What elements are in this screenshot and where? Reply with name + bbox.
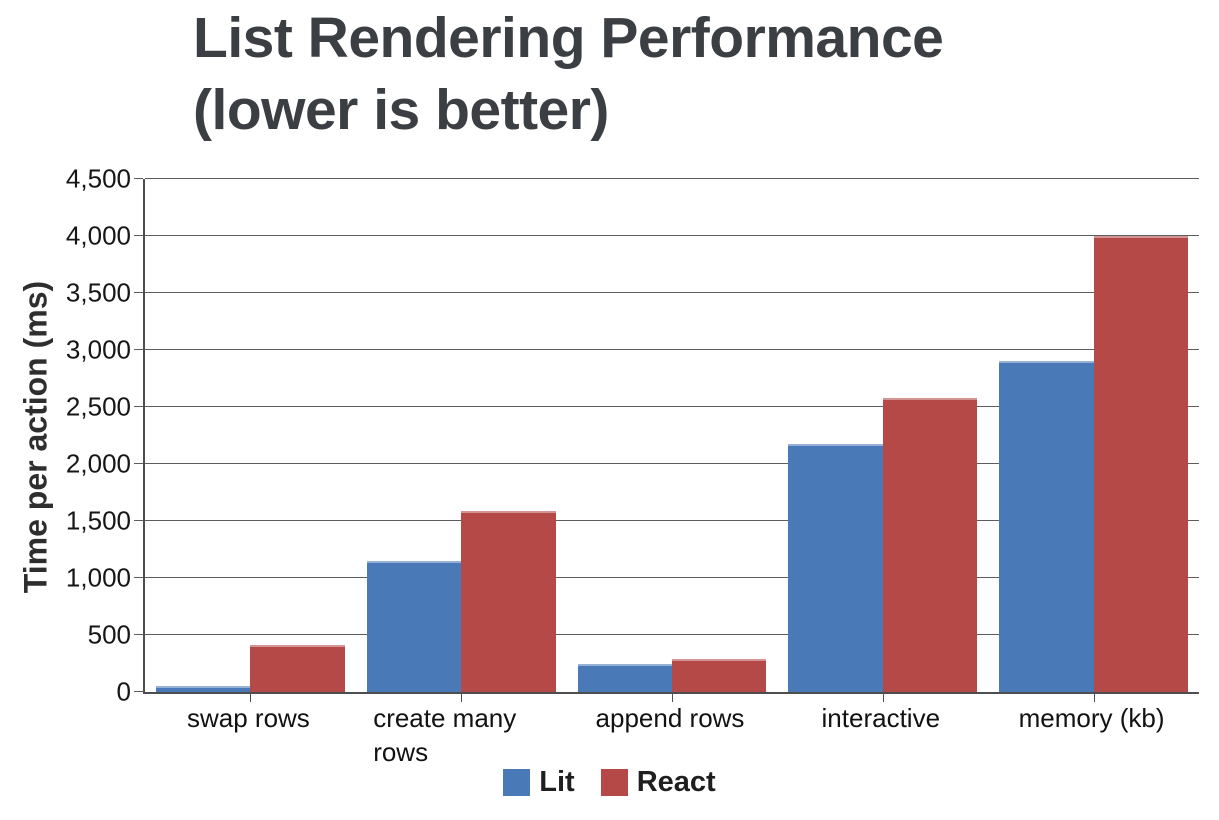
bar-group-create-many-rows	[356, 179, 567, 692]
legend-swatch-react	[600, 769, 628, 796]
plot-area	[134, 178, 1199, 702]
y-tick-label: 500	[87, 619, 131, 650]
legend-swatch-lit	[503, 769, 531, 796]
x-category-cell: append rows	[565, 702, 776, 770]
gridline	[145, 349, 1199, 350]
chart-title-block: List Rendering Performance (lower is bet…	[193, 2, 944, 147]
gridline	[145, 292, 1199, 293]
gridline	[145, 577, 1199, 578]
gridline	[145, 634, 1199, 635]
x-category-cell: memory (kb)	[986, 702, 1197, 770]
y-axis-tick	[134, 691, 143, 692]
gridline	[145, 406, 1199, 407]
x-axis-tick	[672, 694, 673, 702]
x-category-label: swap rows	[186, 703, 310, 733]
x-category-label: create many rows	[373, 703, 517, 767]
bar-group-interactive	[777, 179, 988, 692]
x-axis-tick	[1093, 694, 1095, 702]
legend-item-lit: Lit	[503, 766, 575, 799]
y-tick-label: 2,000	[65, 448, 131, 479]
y-tick-label: 3,500	[65, 277, 131, 308]
legend: Lit React	[0, 766, 1219, 799]
x-category-cell: swap rows	[143, 702, 354, 770]
y-axis-tick	[134, 178, 143, 179]
chart-subtitle: (lower is better)	[193, 78, 609, 143]
legend-label-lit: Lit	[539, 766, 575, 798]
bar-react-append-rows	[671, 658, 767, 692]
legend-item-react: React	[600, 766, 716, 799]
x-category-cell: create many rows	[354, 702, 565, 770]
y-axis-tick	[134, 235, 143, 236]
gridline	[145, 178, 1199, 179]
bar-lit-swap-rows	[155, 685, 251, 692]
y-axis-tick	[134, 292, 143, 293]
bar-group-append-rows	[567, 179, 778, 692]
gridline	[145, 235, 1199, 236]
chart-title: List Rendering Performance	[193, 6, 944, 70]
x-category-label: append rows	[595, 703, 745, 733]
bar-react-interactive	[882, 398, 978, 692]
y-axis-tick	[134, 577, 143, 578]
legend-label-react: React	[636, 766, 716, 798]
x-category-label: memory (kb)	[1018, 703, 1165, 733]
bar-group-memory-kb	[988, 179, 1199, 692]
x-category-cell: interactive	[775, 702, 986, 770]
y-tick-label: 1,500	[65, 505, 131, 536]
y-axis-tick	[134, 463, 143, 464]
bar-lit-append-rows	[577, 663, 672, 692]
gridline	[145, 520, 1199, 521]
y-tick-label: 1,000	[65, 562, 131, 593]
x-axis-tick	[882, 694, 884, 702]
bar-lit-memory-kb	[999, 361, 1094, 692]
y-tick-label: 4,500	[65, 163, 131, 194]
y-tick-label: 3,000	[65, 334, 131, 365]
gridline	[145, 463, 1199, 464]
bar-react-create-many-rows	[461, 510, 556, 692]
y-axis-tick	[134, 520, 143, 521]
x-axis-tick	[250, 694, 252, 702]
y-axis-tick-labels: 0 500 1,000 1,500 2,000 2,500 3,000 3,500 4,000 4…	[0, 164, 131, 707]
y-axis-tick	[134, 406, 143, 407]
bar-lit-create-many-rows	[366, 560, 462, 692]
y-axis-tick	[134, 634, 143, 635]
x-category-label: interactive	[821, 703, 941, 733]
bar-group-swap-rows	[145, 179, 356, 692]
y-tick-label: 2,500	[65, 391, 131, 422]
bar-lit-interactive	[788, 444, 883, 692]
y-tick-label: 0	[116, 676, 131, 707]
x-axis-tick	[461, 694, 463, 702]
y-tick-label: 4,000	[65, 220, 131, 251]
y-axis-tick	[134, 349, 143, 350]
x-axis-category-labels: swap rows create many rows append rows inte…	[143, 702, 1197, 770]
bar-react-swap-rows	[250, 645, 345, 692]
bar-react-memory-kb	[1093, 236, 1188, 692]
